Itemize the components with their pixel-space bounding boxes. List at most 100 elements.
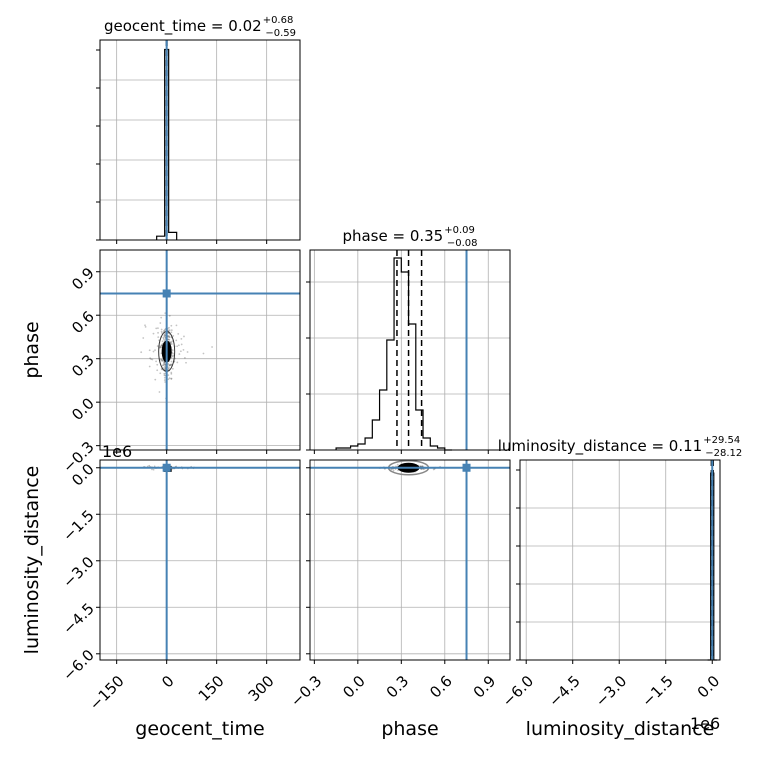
scatter-point: [186, 351, 189, 353]
scatter-point: [167, 374, 170, 377]
scatter-point: [180, 337, 183, 340]
panel-distance-hist: [520, 460, 720, 660]
scatter-point: [168, 338, 171, 341]
scatter-point: [168, 364, 171, 367]
panel-frame: [309, 459, 511, 661]
scatter-point: [150, 358, 152, 361]
scatter-point: [163, 379, 166, 381]
y-tick-label: 0.9: [68, 264, 98, 294]
scatter-point: [170, 324, 173, 327]
scatter-point: [148, 464, 151, 467]
scatter-point: [420, 468, 423, 471]
scatter-point: [167, 367, 170, 370]
y-tick-label: −1.5: [59, 506, 97, 544]
scatter-point: [177, 344, 180, 347]
scatter-point: [153, 465, 156, 468]
scatter-point: [432, 468, 435, 471]
scatter-point: [163, 335, 166, 338]
x-tick-label: 0.6: [426, 672, 456, 702]
scatter-point: [154, 349, 156, 352]
scatter-point: [172, 334, 175, 337]
scatter-point: [158, 391, 161, 393]
scatter-point: [162, 336, 165, 339]
scatter-point: [392, 469, 395, 472]
scatter-point: [159, 345, 162, 348]
scatter-point: [171, 349, 174, 352]
scatter-point: [421, 465, 424, 468]
scatter-point: [170, 377, 173, 380]
scatter-point: [164, 328, 166, 331]
x-tick-label: 300: [245, 672, 278, 705]
scatter-point: [169, 340, 171, 343]
x-tick-label: −0.3: [287, 672, 325, 710]
scatter-point: [170, 341, 173, 344]
ylabel-luminosity-distance: luminosity_distance: [21, 466, 43, 655]
scatter-point: [178, 353, 181, 355]
panel-frame: [99, 249, 301, 451]
scatter-point: [170, 343, 173, 345]
scatter-point: [169, 364, 172, 367]
y-tick-label: 0.6: [68, 307, 98, 337]
scatter-point: [162, 330, 165, 332]
scatter-point: [170, 360, 173, 363]
scatter-point: [168, 335, 170, 337]
ylabel-phase: phase: [21, 321, 43, 378]
hist-phase: [335, 257, 453, 451]
panel-frame: [99, 39, 301, 241]
scatter-point: [156, 363, 159, 366]
scatter-point: [168, 377, 171, 380]
scatter-point: [171, 367, 174, 370]
scatter-point: [164, 334, 167, 337]
scatter-point: [170, 329, 173, 331]
title-luminosity-distance: luminosity_distance = 0.11+29.54 −28.12: [498, 435, 742, 459]
scatter-point: [183, 335, 185, 338]
scatter-point: [157, 327, 159, 330]
scatter-point: [157, 336, 160, 339]
scatter-point: [161, 364, 164, 367]
xlabel-luminosity-distance: luminosity_distance: [526, 718, 715, 740]
title-geocent-time: geocent_time = 0.02+0.68 −0.59: [104, 15, 296, 39]
scatter-point: [163, 366, 166, 368]
scatter-point: [164, 363, 166, 366]
scatter-point: [163, 372, 166, 375]
scatter-point: [142, 337, 145, 339]
x-tick-label: −150: [86, 672, 128, 714]
scatter-point: [167, 378, 170, 381]
scatter-point: [172, 352, 174, 355]
scatter-point: [144, 325, 147, 328]
scatter-point: [148, 365, 151, 368]
scatter-point: [164, 381, 167, 383]
scatter-point: [161, 332, 163, 334]
panel-frame: [309, 249, 511, 451]
scatter-point: [211, 346, 213, 348]
y-tick-label: −6.0: [59, 646, 97, 684]
x-tick-label: 0.9: [470, 672, 500, 702]
scatter-point: [155, 360, 157, 363]
scatter-point: [164, 367, 167, 370]
scatter-point: [156, 369, 159, 372]
scatter-point: [167, 332, 170, 335]
scatter-point: [144, 324, 146, 327]
scatter-point: [177, 333, 180, 335]
scatter-point: [168, 363, 171, 366]
scatter-point: [152, 332, 155, 335]
scatter-point: [397, 469, 399, 472]
x-tick-label: 150: [195, 672, 228, 705]
scatter-point: [160, 359, 163, 361]
scatter-point: [163, 363, 166, 366]
scatter-point: [151, 358, 154, 361]
scatter-point: [184, 356, 186, 359]
scatter-point: [159, 358, 162, 361]
scatter-point: [163, 374, 166, 377]
scatter-point: [175, 324, 178, 327]
scatter-point: [156, 345, 159, 347]
x-tick-label: −6.0: [499, 672, 537, 710]
scatter-point: [163, 362, 165, 365]
x-tick-label: −4.5: [545, 672, 583, 710]
truth-marker: [462, 463, 471, 472]
x-tick-label: −3.0: [592, 672, 630, 710]
x-tick-label: 0.3: [383, 672, 413, 702]
scatter-point: [160, 330, 163, 333]
scatter-point: [155, 327, 158, 330]
truth-marker: [162, 463, 171, 472]
